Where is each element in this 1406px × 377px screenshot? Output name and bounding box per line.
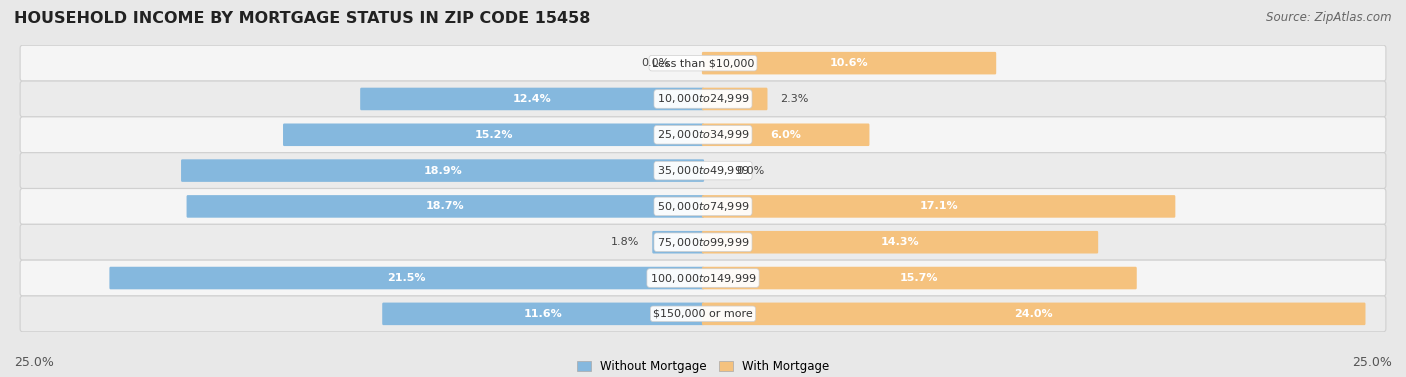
FancyBboxPatch shape (187, 195, 704, 218)
FancyBboxPatch shape (702, 52, 997, 74)
Text: 25.0%: 25.0% (14, 357, 53, 369)
Text: 11.6%: 11.6% (524, 309, 562, 319)
Text: Source: ZipAtlas.com: Source: ZipAtlas.com (1267, 11, 1392, 24)
FancyBboxPatch shape (652, 231, 704, 253)
Text: 24.0%: 24.0% (1014, 309, 1053, 319)
FancyBboxPatch shape (110, 267, 704, 289)
FancyBboxPatch shape (20, 117, 1386, 153)
Text: $75,000 to $99,999: $75,000 to $99,999 (657, 236, 749, 249)
Text: 25.0%: 25.0% (1353, 357, 1392, 369)
FancyBboxPatch shape (702, 124, 869, 146)
FancyBboxPatch shape (20, 153, 1386, 188)
Text: $100,000 to $149,999: $100,000 to $149,999 (650, 271, 756, 285)
FancyBboxPatch shape (702, 88, 768, 110)
Text: $50,000 to $74,999: $50,000 to $74,999 (657, 200, 749, 213)
FancyBboxPatch shape (702, 267, 1137, 289)
FancyBboxPatch shape (360, 88, 704, 110)
FancyBboxPatch shape (20, 296, 1386, 332)
Text: 1.8%: 1.8% (612, 237, 640, 247)
Text: 6.0%: 6.0% (770, 130, 801, 140)
Text: 14.3%: 14.3% (880, 237, 920, 247)
Text: 18.7%: 18.7% (426, 201, 464, 211)
FancyBboxPatch shape (181, 159, 704, 182)
Text: 21.5%: 21.5% (388, 273, 426, 283)
FancyBboxPatch shape (20, 260, 1386, 296)
Text: 17.1%: 17.1% (920, 201, 957, 211)
Text: $150,000 or more: $150,000 or more (654, 309, 752, 319)
Text: 15.2%: 15.2% (474, 130, 513, 140)
FancyBboxPatch shape (382, 303, 704, 325)
FancyBboxPatch shape (20, 224, 1386, 260)
Text: 15.7%: 15.7% (900, 273, 939, 283)
FancyBboxPatch shape (20, 81, 1386, 117)
Text: 0.0%: 0.0% (737, 166, 765, 176)
FancyBboxPatch shape (20, 45, 1386, 81)
FancyBboxPatch shape (702, 231, 1098, 253)
Text: $25,000 to $34,999: $25,000 to $34,999 (657, 128, 749, 141)
FancyBboxPatch shape (20, 188, 1386, 224)
Text: 0.0%: 0.0% (641, 58, 669, 68)
FancyBboxPatch shape (702, 303, 1365, 325)
Legend: Without Mortgage, With Mortgage: Without Mortgage, With Mortgage (572, 355, 834, 377)
Text: 10.6%: 10.6% (830, 58, 869, 68)
Text: 12.4%: 12.4% (513, 94, 551, 104)
FancyBboxPatch shape (702, 195, 1175, 218)
Text: $35,000 to $49,999: $35,000 to $49,999 (657, 164, 749, 177)
Text: Less than $10,000: Less than $10,000 (652, 58, 754, 68)
Text: $10,000 to $24,999: $10,000 to $24,999 (657, 92, 749, 106)
Text: 18.9%: 18.9% (423, 166, 463, 176)
Text: 2.3%: 2.3% (780, 94, 808, 104)
FancyBboxPatch shape (283, 124, 704, 146)
Text: HOUSEHOLD INCOME BY MORTGAGE STATUS IN ZIP CODE 15458: HOUSEHOLD INCOME BY MORTGAGE STATUS IN Z… (14, 11, 591, 26)
